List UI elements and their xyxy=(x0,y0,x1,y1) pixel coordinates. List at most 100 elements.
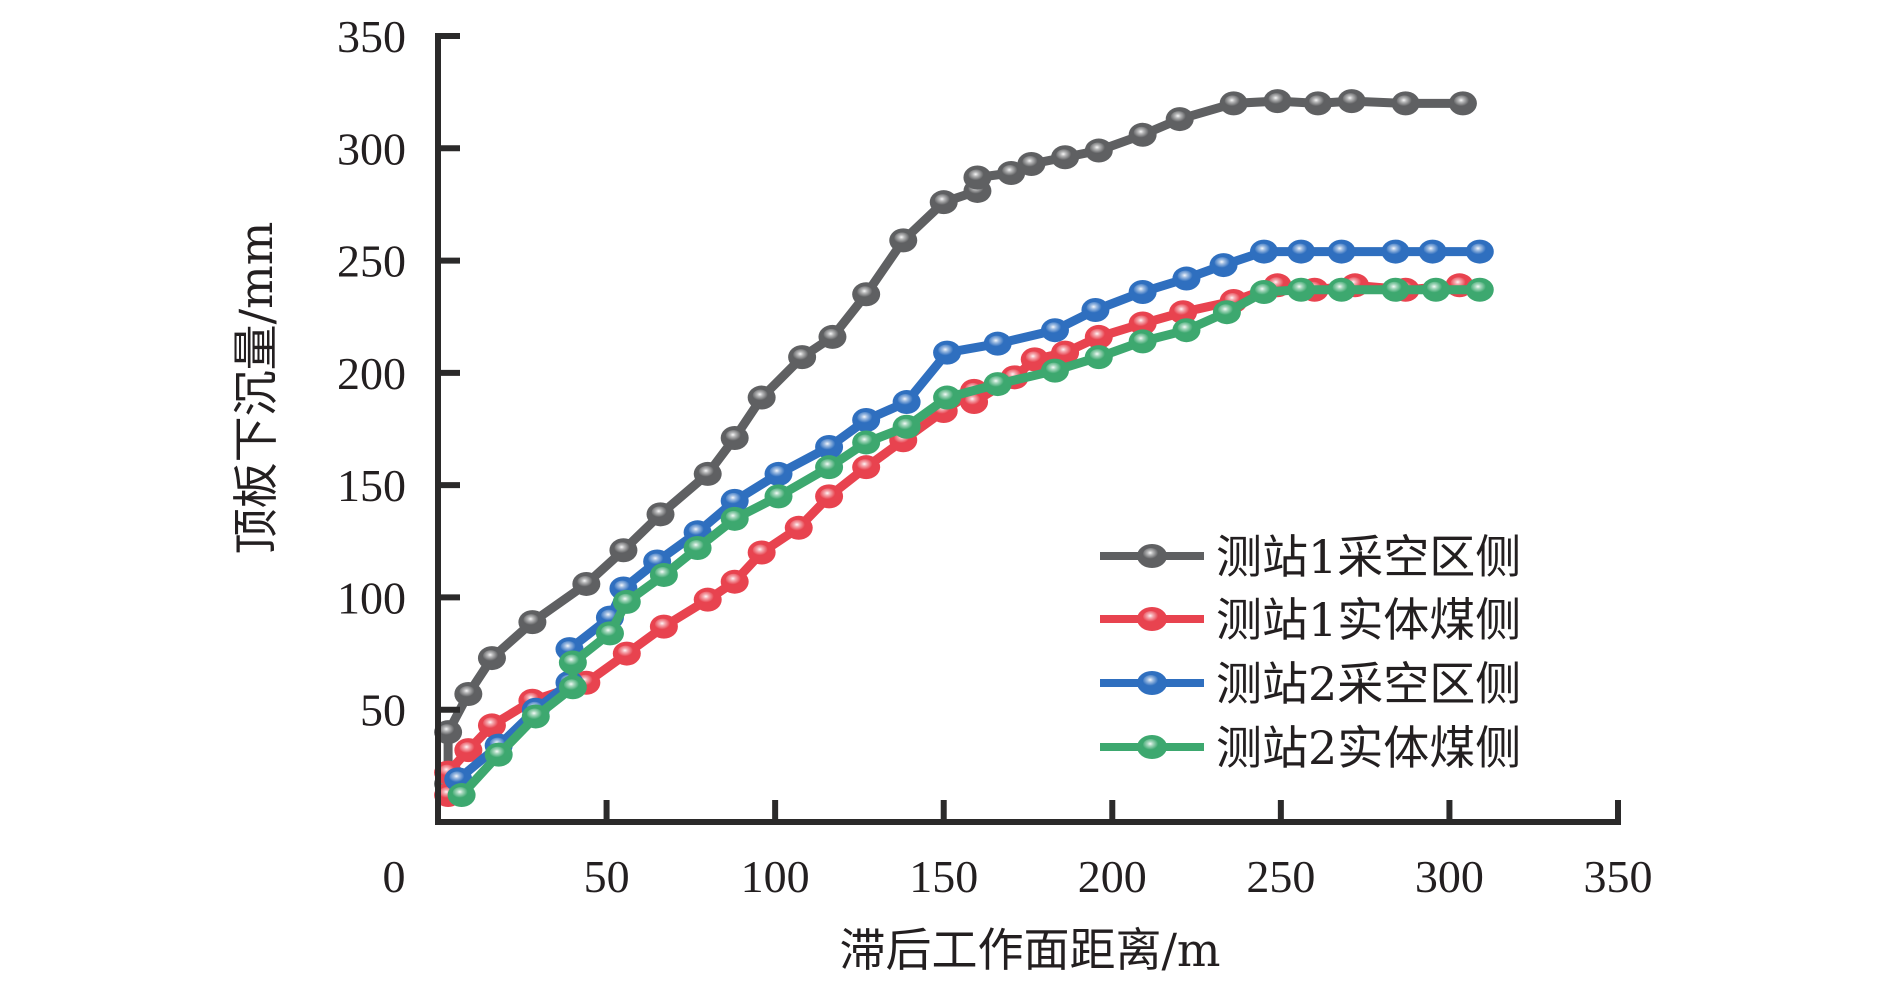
data-point-highlight xyxy=(1025,351,1042,364)
data-point-highlight xyxy=(439,724,456,737)
data-point-highlight xyxy=(449,771,466,784)
data-point xyxy=(558,650,587,675)
data-point xyxy=(683,536,712,561)
data-point-highlight xyxy=(1177,270,1194,283)
data-point-highlight xyxy=(482,717,499,730)
data-point-highlight xyxy=(769,465,786,478)
data-point xyxy=(963,165,992,190)
data-point xyxy=(852,408,881,433)
data-point xyxy=(521,704,550,729)
data-point-highlight xyxy=(1342,93,1359,106)
data-point-highlight xyxy=(1217,304,1234,317)
data-point-highlight xyxy=(1002,164,1019,177)
axis-frame xyxy=(435,33,1621,825)
data-point-highlight xyxy=(789,519,806,532)
data-point-highlight xyxy=(1386,281,1403,294)
data-point-highlight xyxy=(897,418,914,431)
data-point-highlight xyxy=(1332,281,1349,294)
data-point-highlight xyxy=(1470,243,1487,256)
data-point-highlight xyxy=(482,650,499,663)
data-point xyxy=(720,488,749,513)
y-tick-label: 150 xyxy=(337,460,406,511)
data-point xyxy=(1465,239,1494,264)
data-point xyxy=(1287,277,1316,302)
data-point-highlight xyxy=(1056,149,1073,162)
x-tick-label: 350 xyxy=(1584,851,1653,902)
data-point-highlight xyxy=(1255,243,1271,256)
data-point-highlight xyxy=(897,394,914,407)
data-point xyxy=(1263,89,1292,114)
data-point xyxy=(933,385,962,410)
data-point xyxy=(649,562,678,587)
data-point-highlight xyxy=(452,787,469,800)
data-point xyxy=(1169,300,1198,325)
data-point xyxy=(1020,347,1049,372)
data-point xyxy=(852,455,881,480)
data-point-highlight xyxy=(857,459,874,472)
series-1 xyxy=(434,89,1477,796)
y-tick-label: 200 xyxy=(337,348,406,399)
data-point xyxy=(1172,266,1201,291)
data-point-highlight xyxy=(1177,322,1194,335)
data-point-highlight xyxy=(617,645,634,658)
data-point xyxy=(477,646,506,671)
data-point-highlight xyxy=(1089,349,1106,362)
legend-item: 测站1实体煤侧 xyxy=(1100,593,1521,647)
x-tick-label: 300 xyxy=(1415,851,1484,902)
data-point-highlight xyxy=(1086,301,1103,314)
data-point xyxy=(1212,300,1241,325)
data-point-highlight xyxy=(725,429,742,442)
data-point-highlight xyxy=(965,394,982,407)
legend-label: 测站2实体煤侧 xyxy=(1216,721,1521,775)
data-point xyxy=(929,190,958,215)
data-point xyxy=(646,502,675,527)
data-point xyxy=(477,713,506,738)
data-point xyxy=(1128,280,1157,305)
data-point xyxy=(1084,345,1113,370)
data-point-highlight xyxy=(489,746,506,759)
data-point xyxy=(484,742,513,767)
data-point xyxy=(1303,91,1332,116)
data-point xyxy=(1128,122,1157,147)
data-point-highlight xyxy=(1089,328,1106,341)
data-point xyxy=(747,385,776,410)
data-point xyxy=(818,324,847,349)
x-axis-ticks: 50 100 150 200 250 300 350 xyxy=(584,800,1653,902)
data-point xyxy=(815,455,844,480)
data-point-highlight xyxy=(654,618,671,631)
data-point xyxy=(815,434,844,459)
data-point-highlight xyxy=(988,335,1005,348)
data-point xyxy=(693,587,722,612)
data-point xyxy=(889,228,918,253)
data-point-highlight xyxy=(820,459,837,472)
legend-label: 测站1采空区侧 xyxy=(1216,530,1521,584)
series-4 xyxy=(447,277,1494,808)
data-point-highlight xyxy=(857,434,874,447)
data-point-highlight xyxy=(614,580,631,593)
data-point-highlight xyxy=(1133,284,1150,297)
x-tick-label: 250 xyxy=(1246,851,1315,902)
data-point xyxy=(852,282,881,307)
data-point-highlight xyxy=(563,679,580,692)
data-point xyxy=(1040,358,1069,383)
data-point xyxy=(1219,91,1248,116)
data-point-highlight xyxy=(651,506,668,519)
data-point-highlight xyxy=(1386,243,1403,256)
data-point-highlight xyxy=(752,389,769,402)
data-point xyxy=(454,681,483,706)
data-point xyxy=(693,461,722,486)
data-point-highlight xyxy=(698,465,715,478)
y-axis-ticks: 50 100 150 200 250 300 350 xyxy=(337,11,460,736)
data-point xyxy=(447,783,476,808)
data-point xyxy=(1128,329,1157,354)
data-point-highlight xyxy=(988,376,1005,389)
data-point-highlight xyxy=(526,708,543,721)
data-point-highlight xyxy=(820,488,837,501)
data-point-highlight xyxy=(1423,243,1440,256)
y-tick-label: 100 xyxy=(337,572,406,623)
data-point-highlight xyxy=(1045,362,1062,375)
data-point xyxy=(1017,152,1046,177)
data-point xyxy=(612,589,641,614)
data-point-highlight xyxy=(1470,281,1487,294)
x-tick-label: 50 xyxy=(584,851,630,902)
